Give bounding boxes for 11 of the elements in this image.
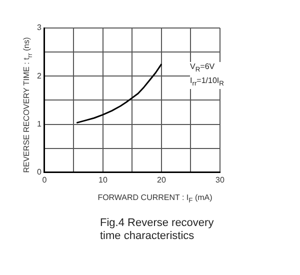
x-tick-label: 10 (98, 175, 108, 184)
x-axis-title: FORWARD CURRENT : I$_{F}$ (mA) (96, 193, 214, 205)
x-tick-label: 30 (216, 175, 225, 184)
y-tick-label: 0 (36, 168, 42, 177)
y-tick-label: 2 (36, 71, 42, 80)
text: Fig.4 Reverse recovery time characteristics (100, 217, 215, 243)
y-tick-label: 1 (36, 119, 42, 128)
annotation: I$_{rr}$=1/10I$_{R}$ (190, 76, 224, 90)
x-tick-label: 20 (157, 175, 166, 184)
y-tick-label: 3 (36, 23, 42, 32)
annotation: V$_{R}$=6V (190, 62, 216, 76)
